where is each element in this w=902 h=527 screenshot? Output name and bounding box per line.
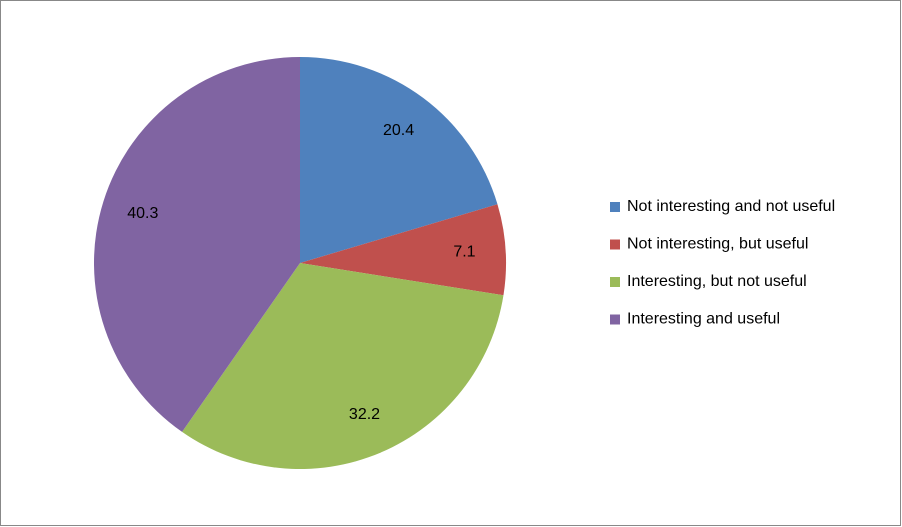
data-label: 32.2 <box>349 406 380 423</box>
legend-marker <box>610 202 620 212</box>
pie-slice <box>300 204 506 296</box>
data-label: 40.3 <box>127 205 158 222</box>
legend-label: Interesting, but not useful <box>627 273 807 290</box>
pie-slice <box>94 57 300 432</box>
legend-label: Not interesting, but useful <box>627 236 808 253</box>
legend-label: Not interesting and not useful <box>627 198 835 215</box>
legend-marker <box>610 239 620 250</box>
data-label: 20.4 <box>383 122 414 139</box>
legend-marker <box>610 314 620 325</box>
legend-marker <box>610 277 620 287</box>
pie-slice <box>300 57 498 263</box>
pie-slice <box>182 263 504 469</box>
legend-label: Interesting and useful <box>627 311 780 328</box>
data-label: 7.1 <box>453 243 475 260</box>
